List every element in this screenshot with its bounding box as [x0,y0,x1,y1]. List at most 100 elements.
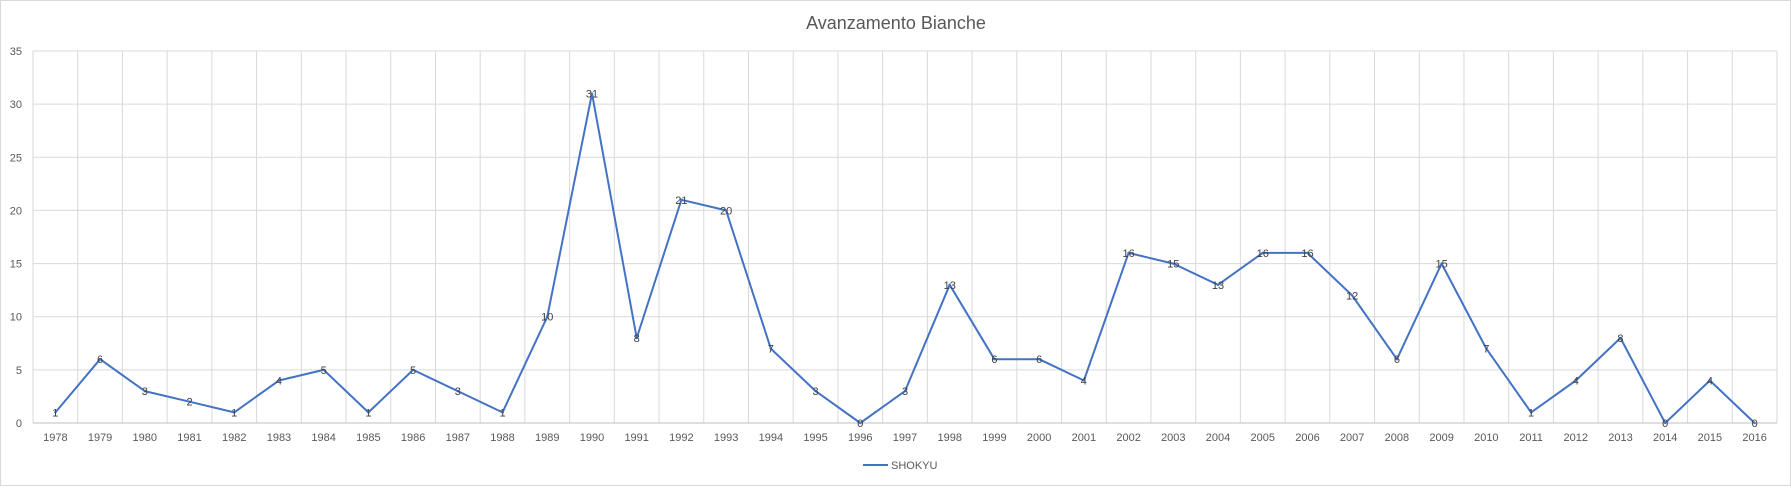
data-point [501,411,504,414]
x-tick-label: 1992 [669,432,693,444]
data-label: 21 [675,195,687,207]
x-tick-label: 1999 [982,432,1006,444]
data-point [769,347,773,350]
x-tick-label: 1997 [893,432,917,444]
data-point [1485,347,1488,350]
data-point [724,209,728,212]
data-point [98,358,102,361]
x-tick-label: 1998 [937,432,961,444]
data-label: 4 [1707,375,1713,387]
x-tick-label: 2016 [1742,432,1766,444]
data-label: 6 [97,354,103,366]
data-point [54,411,57,414]
data-point [993,358,996,361]
data-point [1261,251,1264,255]
x-tick-label: 2013 [1608,432,1632,444]
x-tick-label: 1978 [43,432,67,444]
x-tick-label: 2004 [1206,432,1230,444]
y-tick-label: 0 [16,418,22,430]
data-label: 0 [1752,418,1758,430]
data-label: 1 [231,407,237,419]
series-group [54,92,1756,425]
data-label: 20 [720,205,732,217]
x-tick-label: 2014 [1653,432,1677,444]
x-tick-label: 1990 [580,432,604,444]
x-tick-label: 2001 [1072,432,1096,444]
data-label: 8 [1617,333,1623,345]
data-point [1529,411,1533,414]
data-point [903,389,907,393]
x-tick-label: 2000 [1027,432,1051,444]
x-tick-label: 1993 [714,432,738,444]
data-label: 4 [1573,375,1579,387]
data-point [1082,379,1086,382]
data-label: 12 [1346,290,1358,302]
x-tick-label: 2005 [1251,432,1275,444]
data-point [590,92,594,95]
x-tick-label: 2010 [1474,432,1498,444]
data-label: 15 [1435,259,1447,271]
data-point [1350,294,1354,297]
data-point [277,379,281,382]
data-label: 0 [857,418,863,430]
y-tick-label: 25 [10,152,22,164]
data-label: 1 [365,407,371,419]
data-point [411,368,415,372]
x-tick-label: 1985 [356,432,380,444]
x-tick-label: 1995 [803,432,827,444]
x-tick-label: 1981 [177,432,201,444]
x-tick-label: 2008 [1385,432,1409,444]
data-label: 13 [1212,280,1224,292]
x-tick-label: 1989 [535,432,559,444]
data-point [1753,421,1756,425]
data-label: 7 [768,344,774,356]
series-line-shokyu [54,92,1756,424]
x-tick-label: 1982 [222,432,246,444]
data-label: 3 [142,386,148,398]
data-point [1574,379,1577,382]
data-label: 3 [902,386,908,398]
x-tick-label: 1980 [133,432,157,444]
data-point [322,368,325,372]
x-tick-label: 1984 [311,432,335,444]
data-point [1708,379,1712,382]
data-point [1664,421,1667,425]
data-point [367,411,370,414]
data-label: 16 [1122,248,1134,260]
data-point [859,421,862,425]
data-point [680,198,683,201]
x-tick-label: 1979 [88,432,112,444]
data-point [1216,283,1220,287]
legend-label-shokyu: SHOKYU [891,460,938,472]
x-tick-label: 2006 [1295,432,1319,444]
data-label: 31 [586,89,598,101]
y-tick-label: 30 [10,99,22,111]
x-tick-label: 1994 [759,432,783,444]
x-tick-label: 2009 [1429,432,1453,444]
y-tick-label: 15 [10,259,22,271]
data-point [1127,251,1130,255]
x-tick-label: 2003 [1161,432,1185,444]
y-tick-label: 20 [10,205,22,217]
data-label: 6 [991,354,997,366]
data-point [143,389,146,393]
data-label: 6 [1394,354,1400,366]
x-tick-label: 1983 [267,432,291,444]
x-tick-label: 1987 [446,432,470,444]
data-point [188,400,191,403]
data-label: 16 [1257,248,1269,260]
chart-title: Avanzamento Bianche [806,13,986,33]
x-tick-label: 2012 [1564,432,1588,444]
gridlines [32,50,1778,424]
data-label: 1 [52,407,58,419]
data-point [233,411,236,414]
data-label: 7 [1483,344,1489,356]
data-point [635,336,638,340]
data-label: 5 [410,365,416,377]
x-tick-label: 1986 [401,432,425,444]
x-tick-label: 2011 [1519,432,1543,444]
data-point [1619,336,1622,340]
data-label: 6 [1036,354,1042,366]
